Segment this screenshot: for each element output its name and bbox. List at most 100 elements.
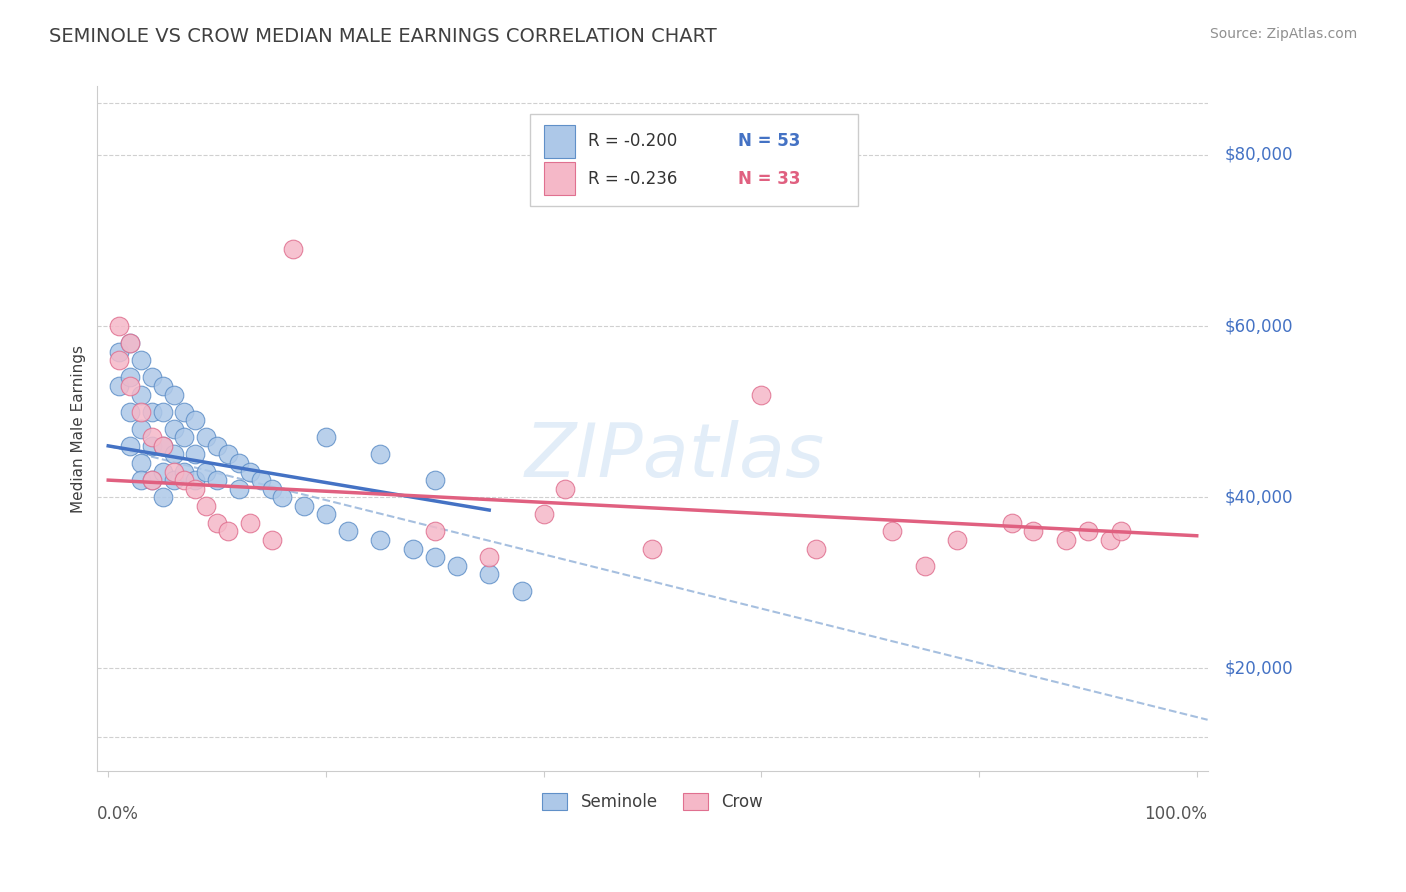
Point — [228, 482, 250, 496]
Point — [228, 456, 250, 470]
FancyBboxPatch shape — [544, 125, 575, 158]
Point — [108, 379, 131, 393]
Point — [510, 584, 533, 599]
Point — [205, 439, 228, 453]
Point — [292, 499, 315, 513]
Point — [195, 465, 218, 479]
Point — [478, 567, 501, 582]
Text: N = 53: N = 53 — [738, 132, 800, 150]
Legend: Seminole, Crow: Seminole, Crow — [536, 786, 769, 818]
Text: ZIPatlas: ZIPatlas — [524, 420, 825, 492]
Point — [129, 473, 152, 487]
Point — [184, 473, 207, 487]
Text: 0.0%: 0.0% — [97, 805, 139, 823]
Point — [108, 319, 131, 334]
Point — [162, 422, 184, 436]
Text: R = -0.200: R = -0.200 — [588, 132, 678, 150]
Point — [804, 541, 827, 556]
Point — [217, 524, 239, 539]
FancyBboxPatch shape — [544, 162, 575, 195]
Point — [880, 524, 903, 539]
Point — [260, 482, 283, 496]
Point — [370, 533, 392, 547]
Point — [370, 447, 392, 461]
Text: $20,000: $20,000 — [1225, 659, 1294, 677]
Point — [152, 404, 174, 418]
Point — [946, 533, 969, 547]
Point — [118, 379, 141, 393]
Point — [249, 473, 271, 487]
Point — [152, 439, 174, 453]
Point — [118, 404, 141, 418]
Point — [423, 550, 446, 565]
Point — [152, 439, 174, 453]
Point — [173, 465, 195, 479]
Point — [283, 242, 305, 256]
Point — [195, 499, 218, 513]
Point — [423, 473, 446, 487]
Point — [141, 370, 163, 384]
Point — [260, 533, 283, 547]
Point — [205, 473, 228, 487]
Point — [118, 336, 141, 351]
Point — [129, 456, 152, 470]
Text: $40,000: $40,000 — [1225, 488, 1292, 507]
Point — [162, 473, 184, 487]
Point — [141, 430, 163, 444]
Point — [162, 387, 184, 401]
Point — [1054, 533, 1077, 547]
Point — [184, 447, 207, 461]
Point — [749, 387, 772, 401]
Text: N = 33: N = 33 — [738, 169, 800, 188]
Point — [129, 387, 152, 401]
Point — [129, 353, 152, 368]
Point — [336, 524, 359, 539]
Point — [446, 558, 468, 573]
Point — [152, 379, 174, 393]
Point — [129, 422, 152, 436]
Point — [195, 430, 218, 444]
Point — [315, 508, 337, 522]
Point — [162, 465, 184, 479]
Point — [1077, 524, 1099, 539]
Point — [141, 439, 163, 453]
Point — [141, 473, 163, 487]
Text: $60,000: $60,000 — [1225, 317, 1292, 335]
Point — [239, 516, 262, 530]
Point — [141, 473, 163, 487]
Point — [173, 404, 195, 418]
Point — [118, 439, 141, 453]
Point — [162, 447, 184, 461]
Point — [108, 344, 131, 359]
Text: $80,000: $80,000 — [1225, 145, 1292, 164]
Point — [184, 482, 207, 496]
Text: R = -0.236: R = -0.236 — [588, 169, 678, 188]
Point — [271, 490, 294, 504]
Point — [118, 370, 141, 384]
Point — [173, 473, 195, 487]
Text: 100.0%: 100.0% — [1144, 805, 1208, 823]
Point — [478, 550, 501, 565]
Point — [173, 430, 195, 444]
Point — [423, 524, 446, 539]
Point — [914, 558, 936, 573]
Point — [1022, 524, 1045, 539]
Point — [402, 541, 425, 556]
Point — [1109, 524, 1132, 539]
Point — [217, 447, 239, 461]
Point — [1098, 533, 1121, 547]
Text: SEMINOLE VS CROW MEDIAN MALE EARNINGS CORRELATION CHART: SEMINOLE VS CROW MEDIAN MALE EARNINGS CO… — [49, 27, 717, 45]
Point — [152, 465, 174, 479]
Point — [152, 490, 174, 504]
Point — [554, 482, 576, 496]
Text: Source: ZipAtlas.com: Source: ZipAtlas.com — [1209, 27, 1357, 41]
Point — [108, 353, 131, 368]
FancyBboxPatch shape — [530, 114, 858, 206]
Point — [239, 465, 262, 479]
Y-axis label: Median Male Earnings: Median Male Earnings — [72, 344, 86, 513]
Point — [118, 336, 141, 351]
Point — [1001, 516, 1024, 530]
Point — [184, 413, 207, 427]
Point — [641, 541, 664, 556]
Point — [315, 430, 337, 444]
